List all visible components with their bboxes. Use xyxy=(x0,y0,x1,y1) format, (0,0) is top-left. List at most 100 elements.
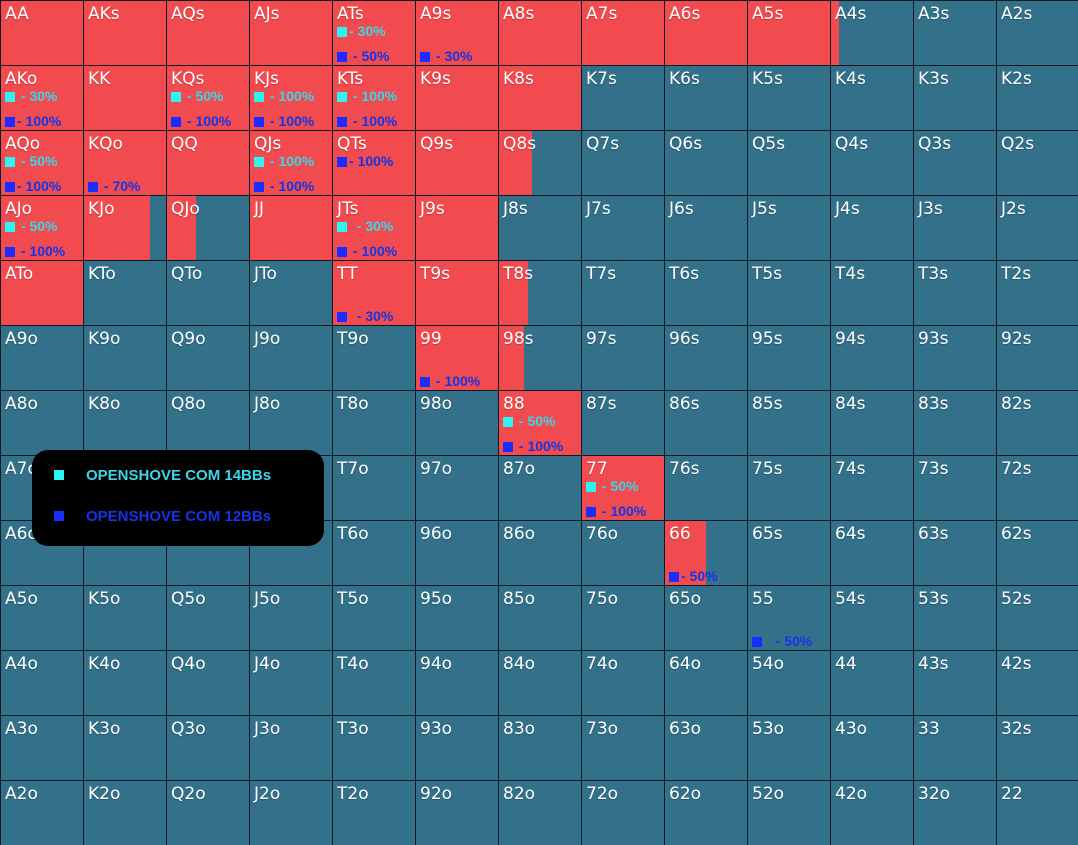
hand-cell[interactable]: 87s xyxy=(582,391,664,455)
hand-cell[interactable]: ATo xyxy=(1,261,83,325)
hand-cell[interactable]: K2s xyxy=(997,66,1078,130)
hand-cell[interactable]: 93o xyxy=(416,716,498,780)
hand-cell[interactable]: A6s xyxy=(665,1,747,65)
hand-cell[interactable]: 55 - 50% xyxy=(748,586,830,650)
hand-cell[interactable]: 95s xyxy=(748,326,830,390)
hand-cell[interactable]: A5o xyxy=(1,586,83,650)
hand-cell[interactable]: J4s xyxy=(831,196,913,260)
hand-cell[interactable]: 96o xyxy=(416,521,498,585)
hand-cell[interactable]: T5s xyxy=(748,261,830,325)
hand-cell[interactable]: AJo - 50% - 100% xyxy=(1,196,83,260)
hand-cell[interactable]: 32s xyxy=(997,716,1078,780)
hand-cell[interactable]: 98o xyxy=(416,391,498,455)
hand-cell[interactable]: J6s xyxy=(665,196,747,260)
hand-cell[interactable]: T6o xyxy=(333,521,415,585)
hand-cell[interactable]: KQs - 50% - 100% xyxy=(167,66,249,130)
hand-cell[interactable]: 65s xyxy=(748,521,830,585)
hand-cell[interactable]: J7s xyxy=(582,196,664,260)
hand-cell[interactable]: 82o xyxy=(499,781,581,845)
hand-cell[interactable]: 75o xyxy=(582,586,664,650)
hand-cell[interactable]: 75s xyxy=(748,456,830,520)
hand-cell[interactable]: Q2s xyxy=(997,131,1078,195)
hand-cell[interactable]: 76s xyxy=(665,456,747,520)
hand-cell[interactable]: Q6s xyxy=(665,131,747,195)
hand-cell[interactable]: QJs - 100% - 100% xyxy=(250,131,332,195)
hand-cell[interactable]: J9o xyxy=(250,326,332,390)
hand-cell[interactable]: KJs - 100% - 100% xyxy=(250,66,332,130)
hand-cell[interactable]: KJo xyxy=(84,196,166,260)
hand-cell[interactable]: J2s xyxy=(997,196,1078,260)
hand-cell[interactable]: Q8o xyxy=(167,391,249,455)
hand-cell[interactable]: 74o xyxy=(582,651,664,715)
hand-cell[interactable]: 88 - 50% - 100% xyxy=(499,391,581,455)
hand-cell[interactable]: Q2o xyxy=(167,781,249,845)
hand-cell[interactable]: AQs xyxy=(167,1,249,65)
hand-cell[interactable]: 97o xyxy=(416,456,498,520)
hand-cell[interactable]: 62s xyxy=(997,521,1078,585)
hand-cell[interactable]: KTo xyxy=(84,261,166,325)
hand-cell[interactable]: 43o xyxy=(831,716,913,780)
hand-cell[interactable]: Q4o xyxy=(167,651,249,715)
hand-cell[interactable]: A2s xyxy=(997,1,1078,65)
hand-cell[interactable]: 87o xyxy=(499,456,581,520)
hand-cell[interactable]: 42o xyxy=(831,781,913,845)
hand-cell[interactable]: K3o xyxy=(84,716,166,780)
hand-cell[interactable]: 92s xyxy=(997,326,1078,390)
hand-cell[interactable]: A8s xyxy=(499,1,581,65)
hand-cell[interactable]: 54o xyxy=(748,651,830,715)
hand-cell[interactable]: Q9o xyxy=(167,326,249,390)
hand-cell[interactable]: 83o xyxy=(499,716,581,780)
hand-cell[interactable]: 33 xyxy=(914,716,996,780)
hand-cell[interactable]: 65o xyxy=(665,586,747,650)
hand-cell[interactable]: 66 - 50% xyxy=(665,521,747,585)
hand-cell[interactable]: AA xyxy=(1,1,83,65)
hand-cell[interactable]: 73s xyxy=(914,456,996,520)
hand-cell[interactable]: 83s xyxy=(914,391,996,455)
hand-cell[interactable]: J4o xyxy=(250,651,332,715)
hand-cell[interactable]: Q4s xyxy=(831,131,913,195)
hand-cell[interactable]: 96s xyxy=(665,326,747,390)
hand-cell[interactable]: 62o xyxy=(665,781,747,845)
hand-cell[interactable]: J5o xyxy=(250,586,332,650)
hand-cell[interactable]: T3o xyxy=(333,716,415,780)
hand-cell[interactable]: QJo xyxy=(167,196,249,260)
hand-cell[interactable]: K4o xyxy=(84,651,166,715)
hand-cell[interactable]: 77 - 50% - 100% xyxy=(582,456,664,520)
hand-cell[interactable]: J3s xyxy=(914,196,996,260)
hand-cell[interactable]: 82s xyxy=(997,391,1078,455)
hand-cell[interactable]: K3s xyxy=(914,66,996,130)
hand-cell[interactable]: 43s xyxy=(914,651,996,715)
hand-cell[interactable]: 54s xyxy=(831,586,913,650)
hand-cell[interactable]: 42s xyxy=(997,651,1078,715)
hand-cell[interactable]: A4o xyxy=(1,651,83,715)
hand-cell[interactable]: 84s xyxy=(831,391,913,455)
hand-cell[interactable]: A9o xyxy=(1,326,83,390)
hand-cell[interactable]: T7o xyxy=(333,456,415,520)
hand-cell[interactable]: Q5o xyxy=(167,586,249,650)
hand-cell[interactable]: Q5s xyxy=(748,131,830,195)
hand-cell[interactable]: 72s xyxy=(997,456,1078,520)
hand-cell[interactable]: 85o xyxy=(499,586,581,650)
hand-cell[interactable]: K5o xyxy=(84,586,166,650)
hand-cell[interactable]: 98s xyxy=(499,326,581,390)
hand-cell[interactable]: 94o xyxy=(416,651,498,715)
hand-cell[interactable]: QTo xyxy=(167,261,249,325)
hand-cell[interactable]: K9s xyxy=(416,66,498,130)
hand-cell[interactable]: 73o xyxy=(582,716,664,780)
hand-cell[interactable]: JTo xyxy=(250,261,332,325)
hand-cell[interactable]: 85s xyxy=(748,391,830,455)
hand-cell[interactable]: 52o xyxy=(748,781,830,845)
hand-cell[interactable]: A3o xyxy=(1,716,83,780)
hand-cell[interactable]: T8s xyxy=(499,261,581,325)
hand-cell[interactable]: 93s xyxy=(914,326,996,390)
hand-cell[interactable]: J2o xyxy=(250,781,332,845)
hand-cell[interactable]: T3s xyxy=(914,261,996,325)
hand-cell[interactable]: 84o xyxy=(499,651,581,715)
hand-cell[interactable]: K6s xyxy=(665,66,747,130)
hand-cell[interactable]: 64s xyxy=(831,521,913,585)
hand-cell[interactable]: 53s xyxy=(914,586,996,650)
hand-cell[interactable]: 74s xyxy=(831,456,913,520)
hand-cell[interactable]: T2s xyxy=(997,261,1078,325)
hand-cell[interactable]: 86s xyxy=(665,391,747,455)
hand-cell[interactable]: AKo - 30% - 100% xyxy=(1,66,83,130)
